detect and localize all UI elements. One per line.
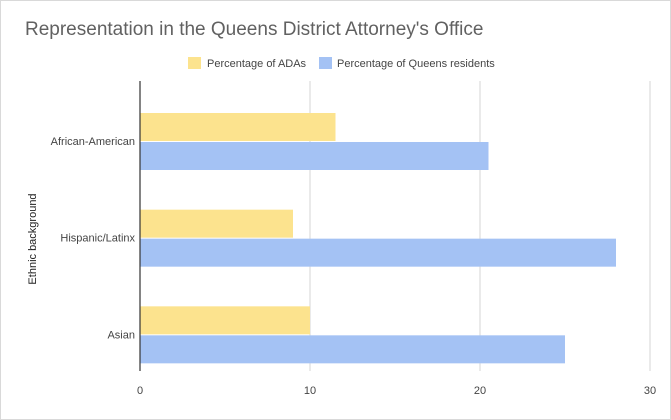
bar-2-1 — [140, 142, 489, 170]
x-tick-label-20: 20 — [474, 385, 486, 397]
legend-label-1: Percentage of ADAs — [207, 58, 307, 70]
legend-label-2: Percentage of Queens residents — [337, 58, 495, 70]
y-tick-label-2: Hispanic/Latinx — [60, 233, 135, 245]
x-tick-label-30: 30 — [644, 385, 656, 397]
bar-1-1 — [140, 113, 336, 141]
y-axis-title: Ethnic background — [27, 193, 39, 284]
chart-title: Representation in the Queens District At… — [25, 19, 484, 40]
legend-swatch-1 — [188, 57, 201, 69]
legend-swatch-2 — [319, 57, 332, 69]
bar-1-3 — [140, 306, 310, 335]
y-tick-label-3: Asian — [107, 329, 135, 341]
bar-2-3 — [140, 335, 565, 364]
x-tick-label-0: 0 — [137, 385, 143, 397]
bar-2-2 — [140, 238, 616, 267]
bar-1-2 — [140, 209, 293, 238]
x-tick-label-10: 10 — [304, 385, 316, 397]
y-tick-label-1: African-American — [51, 136, 135, 148]
